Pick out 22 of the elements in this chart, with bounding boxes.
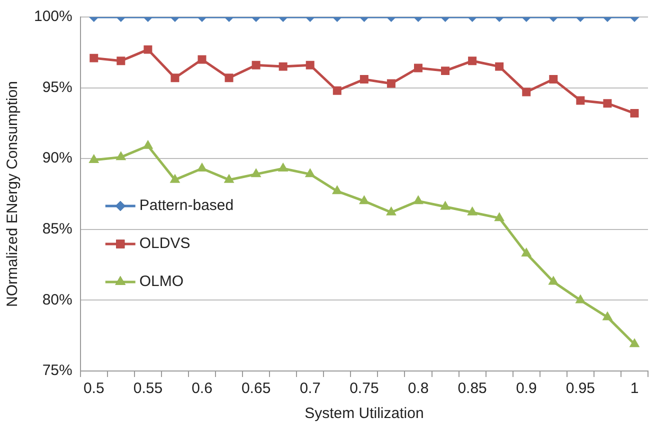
x-tick-label: 0.95 (566, 380, 596, 398)
x-tick-label: 0.9 (516, 380, 537, 398)
y-tick-label: 90% (42, 150, 72, 167)
legend-label: OLMO (139, 273, 184, 290)
y-axis-title: NOrmalized ENergy Consumption (4, 81, 22, 307)
y-tick-label: 95% (42, 78, 72, 96)
y-tick-label: 85% (42, 220, 72, 238)
x-tick-label: 1 (630, 380, 639, 398)
y-tick-label: 100% (34, 8, 72, 26)
legend-label: OLDVS (139, 235, 190, 252)
x-tick-label: 0.55 (133, 380, 163, 398)
x-tick-label: 0.7 (300, 380, 321, 398)
x-tick-label: 0.8 (408, 380, 429, 398)
x-tick-label: 0.65 (241, 380, 271, 398)
x-tick-label: 0.5 (83, 380, 104, 398)
y-tick-label: 75% (42, 362, 72, 380)
y-tick-label: 80% (42, 291, 72, 308)
x-tick-label: 0.85 (458, 380, 487, 398)
legend-label: Pattern-based (139, 197, 234, 214)
x-tick-label: 0.75 (350, 380, 379, 398)
x-tick-label: 0.6 (192, 380, 212, 398)
x-axis-title: System Utilization (304, 405, 424, 422)
